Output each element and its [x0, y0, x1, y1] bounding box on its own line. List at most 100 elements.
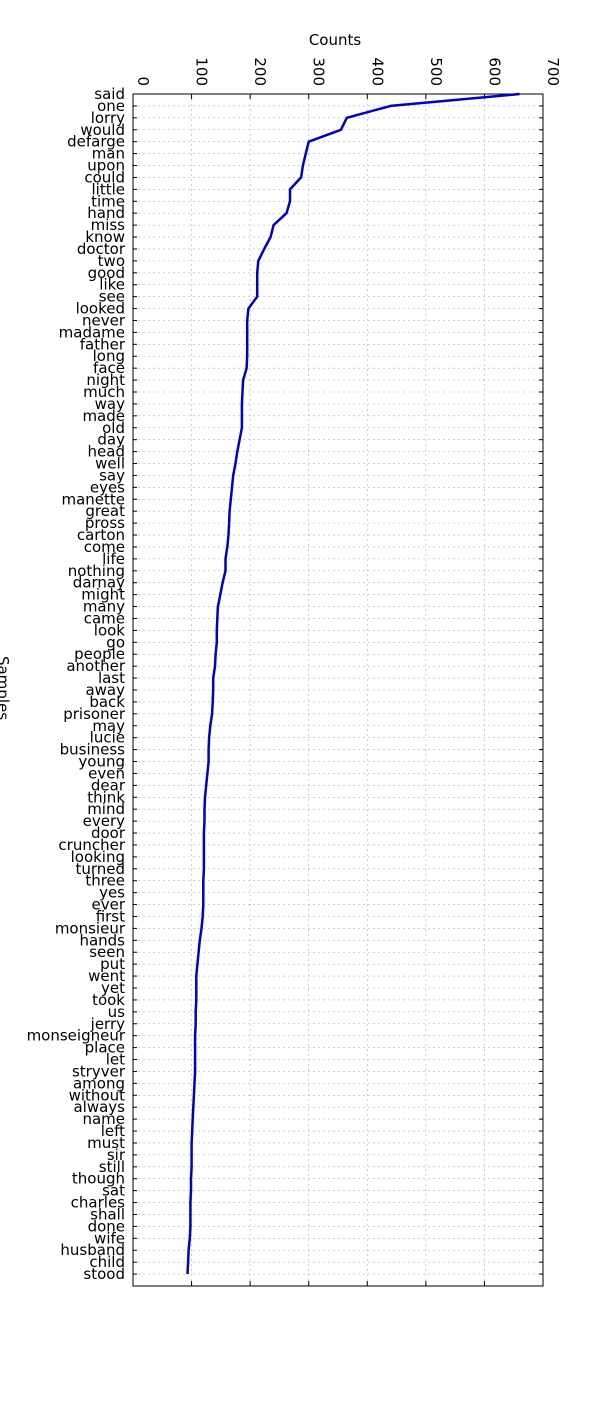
- sample-label: carton: [77, 526, 125, 544]
- sample-label: may: [92, 717, 125, 735]
- sample-label: eyes: [90, 478, 125, 496]
- sample-label: stryver: [72, 1062, 126, 1080]
- sample-label: prisoner: [63, 705, 126, 723]
- x-tick-label: 600: [485, 57, 503, 86]
- sample-label: lucie: [90, 729, 125, 747]
- sample-label: without: [69, 1086, 126, 1104]
- sample-label: know: [85, 228, 125, 246]
- sample-label: manette: [61, 490, 125, 508]
- sample-label: lorry: [91, 109, 125, 127]
- sample-label: nothing: [68, 562, 125, 580]
- sample-labels: saidonelorrywoulddefargemanuponcouldlitt…: [27, 85, 126, 1283]
- sample-label: young: [78, 753, 125, 771]
- sample-label: night: [86, 371, 125, 389]
- sample-label: think: [87, 788, 125, 806]
- sample-label: people: [74, 645, 125, 663]
- sample-label: sat: [102, 1182, 125, 1200]
- sample-label: place: [85, 1039, 125, 1057]
- sample-label: could: [84, 168, 125, 186]
- sample-label: us: [108, 1003, 126, 1021]
- sample-label: much: [83, 383, 125, 401]
- sample-label: man: [92, 145, 125, 163]
- sample-label: two: [98, 252, 125, 270]
- sample-label: well: [95, 455, 125, 473]
- sample-label: charles: [71, 1194, 126, 1212]
- sample-label: great: [85, 502, 125, 520]
- sample-label: mind: [87, 800, 125, 818]
- x-axis-title: Counts: [309, 31, 362, 49]
- grid-lines: [132, 94, 544, 1286]
- sample-label: looked: [76, 300, 125, 318]
- sample-label: many: [83, 598, 125, 616]
- sample-label: even: [88, 764, 125, 782]
- sample-label: seen: [89, 943, 125, 961]
- sample-label: jerry: [90, 1015, 125, 1033]
- sample-label: long: [93, 347, 125, 365]
- sample-label: come: [84, 538, 125, 556]
- sample-label: hand: [87, 204, 125, 222]
- sample-label: among: [73, 1074, 125, 1092]
- sample-label: left: [101, 1122, 125, 1140]
- sample-label: ever: [91, 896, 125, 914]
- sample-label: went: [88, 967, 125, 985]
- sample-label: go: [106, 633, 125, 651]
- sample-label: pross: [85, 514, 125, 532]
- sample-label: done: [88, 1217, 125, 1235]
- frequency-line: [186, 92, 520, 1275]
- sample-label: little: [92, 180, 126, 198]
- sample-label: took: [92, 991, 125, 1009]
- sample-label: husband: [60, 1241, 125, 1259]
- sample-label: time: [91, 192, 125, 210]
- sample-label: day: [97, 431, 125, 449]
- sample-label: door: [91, 824, 126, 842]
- x-tick-label: 400: [368, 57, 386, 86]
- sample-label: old: [102, 419, 125, 437]
- y-axis-title: Samples: [0, 656, 12, 720]
- sample-label: never: [82, 311, 126, 329]
- sample-label: like: [99, 276, 125, 294]
- x-tick-label: 200: [251, 57, 269, 86]
- x-tick-label: 0: [134, 76, 152, 86]
- sample-label: shall: [90, 1205, 125, 1223]
- sample-label: yes: [99, 884, 125, 902]
- sample-label: let: [106, 1051, 125, 1069]
- sample-label: life: [102, 550, 125, 568]
- sample-label: every: [83, 812, 126, 830]
- sample-label: upon: [87, 157, 125, 175]
- sample-label: hands: [79, 931, 125, 949]
- sample-label: monseigneur: [27, 1027, 126, 1045]
- sample-label: came: [84, 609, 125, 627]
- sample-label: said: [94, 85, 125, 103]
- sample-label: must: [87, 1134, 125, 1152]
- sample-label: dear: [91, 776, 126, 794]
- sample-label: look: [94, 621, 126, 639]
- sample-label: monsieur: [55, 919, 126, 937]
- sample-label: name: [82, 1110, 125, 1128]
- sample-label: cruncher: [58, 836, 125, 854]
- sample-label: wife: [94, 1229, 125, 1247]
- sample-label: always: [73, 1098, 125, 1116]
- x-tick-label: 500: [427, 57, 445, 86]
- sample-label: yet: [101, 979, 125, 997]
- sample-label: sir: [107, 1146, 126, 1164]
- sample-label: darnay: [73, 574, 125, 592]
- sample-label: would: [80, 121, 125, 139]
- sample-label: though: [72, 1170, 125, 1188]
- sample-label: see: [99, 288, 125, 306]
- sample-label: first: [96, 907, 125, 925]
- sample-label: three: [85, 872, 125, 890]
- count-axis-tick-labels: 0 100 200 300 400 500 600 700: [134, 57, 562, 86]
- x-tick-label: 700: [544, 57, 562, 86]
- sample-label: say: [99, 466, 125, 484]
- sample-label: head: [88, 443, 125, 461]
- sample-label: defarge: [67, 133, 125, 151]
- sample-label: stood: [83, 1265, 125, 1283]
- sample-label: one: [97, 97, 125, 115]
- sample-label: last: [98, 669, 125, 687]
- sample-label: looking: [71, 848, 125, 866]
- x-tick-label: 100: [193, 57, 211, 86]
- sample-label: made: [82, 407, 125, 425]
- sample-label: put: [100, 955, 125, 973]
- sample-label: still: [99, 1158, 125, 1176]
